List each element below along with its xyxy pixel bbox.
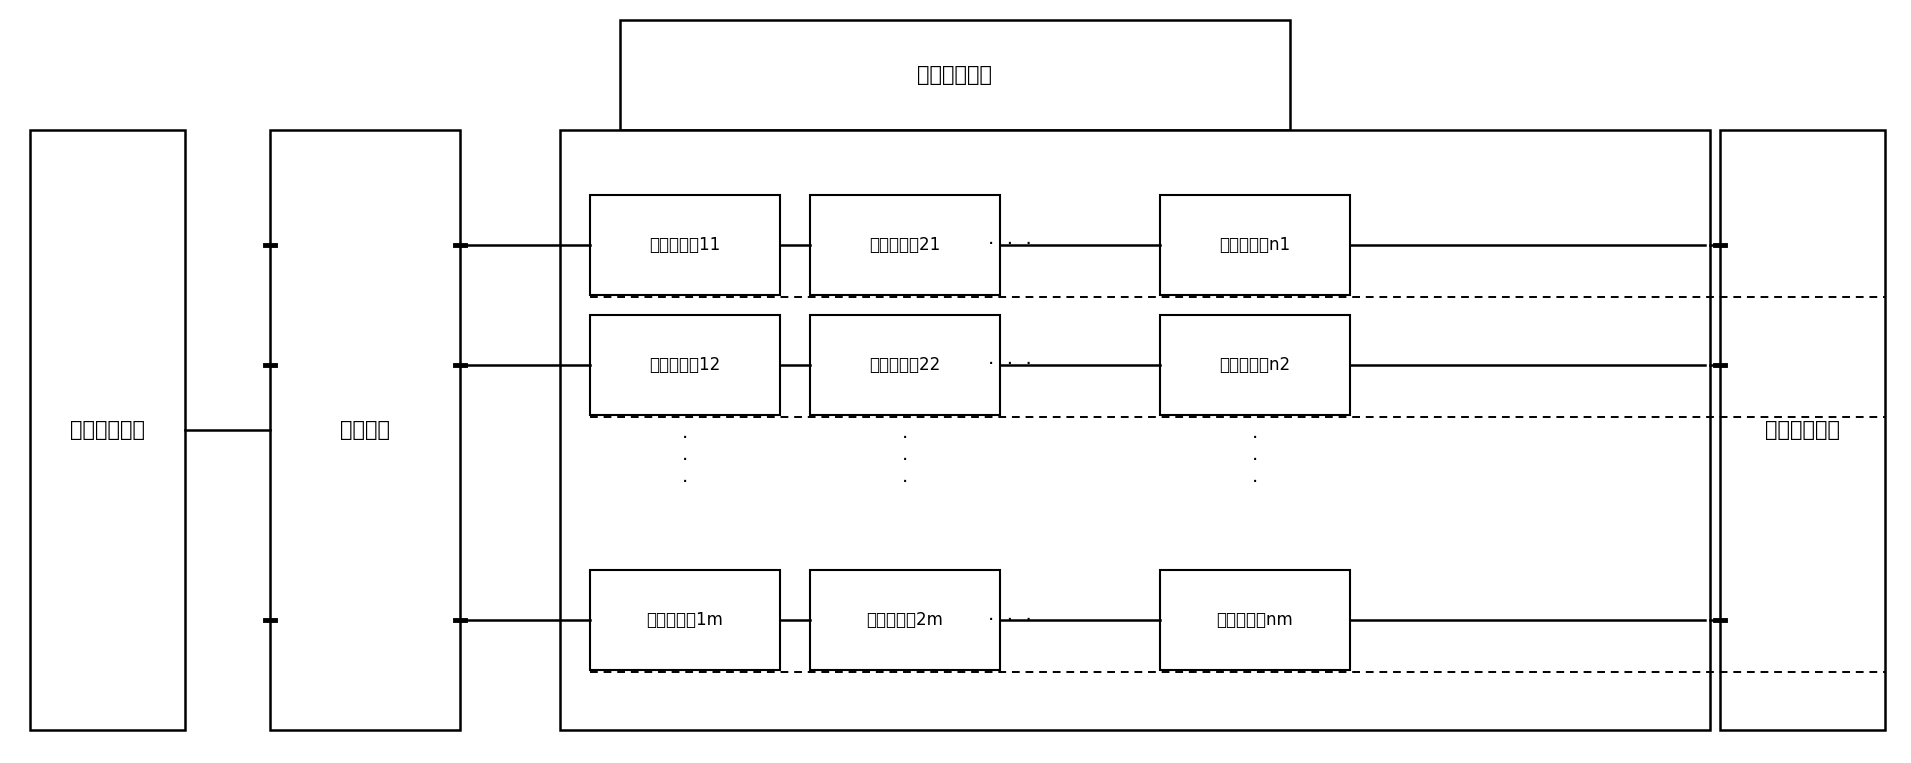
Bar [560, 130, 1710, 730]
Bar [590, 315, 780, 415]
Bar [810, 315, 999, 415]
Bar [810, 570, 999, 670]
Bar [1160, 570, 1349, 670]
Text: 忆阻器单元n2: 忆阻器单元n2 [1219, 356, 1290, 374]
Text: 第二开关单元: 第二开关单元 [1766, 420, 1840, 440]
Bar [619, 20, 1290, 130]
Text: 忆阻器单元11: 忆阻器单元11 [650, 236, 720, 254]
Text: 忆阻器单元21: 忆阻器单元21 [870, 236, 940, 254]
Bar [31, 130, 185, 730]
Bar [590, 570, 780, 670]
Text: 忆阻器单元n1: 忆阻器单元n1 [1219, 236, 1290, 254]
Text: ·
·
·: · · · [682, 429, 688, 491]
Text: 忆阻器单元2m: 忆阻器单元2m [866, 611, 944, 629]
Text: ·  ·  ·: · · · [988, 610, 1032, 629]
Text: ·  ·  ·: · · · [988, 236, 1032, 255]
Bar [269, 130, 461, 730]
Text: 忆阻器单元12: 忆阻器单元12 [650, 356, 720, 374]
Text: 忆阻器单元22: 忆阻器单元22 [870, 356, 940, 374]
Bar [810, 195, 999, 295]
Text: 忆阻器单元1m: 忆阻器单元1m [646, 611, 724, 629]
Text: 光传感器单元: 光传感器单元 [71, 420, 145, 440]
Text: 转换单元: 转换单元 [340, 420, 390, 440]
Bar [1160, 315, 1349, 415]
Bar [1720, 130, 1884, 730]
Bar [1160, 195, 1349, 295]
Text: ·
·
·: · · · [902, 429, 908, 491]
Text: 第一开关单元: 第一开关单元 [917, 65, 992, 85]
Text: ·
·
·: · · · [1252, 429, 1257, 491]
Text: 忆阻器单元nm: 忆阻器单元nm [1217, 611, 1294, 629]
Text: ·  ·  ·: · · · [988, 356, 1032, 375]
Bar [590, 195, 780, 295]
